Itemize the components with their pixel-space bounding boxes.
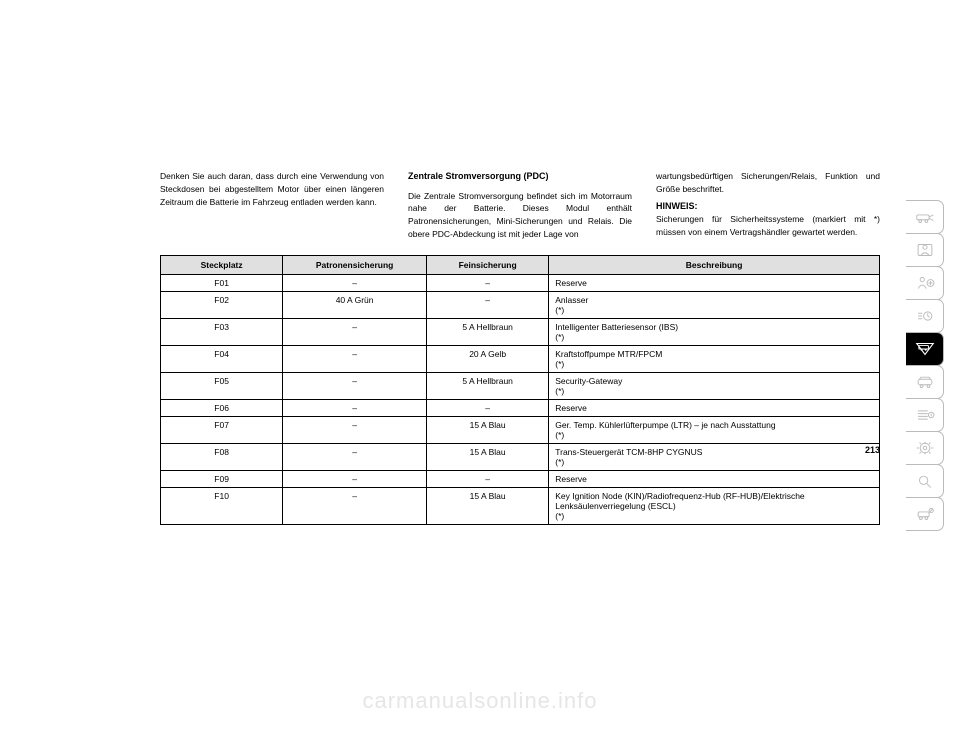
tab-1[interactable]	[906, 200, 944, 234]
table-cell: F04	[161, 345, 283, 372]
table-cell: F01	[161, 274, 283, 291]
left-paragraph: Denken Sie auch daran, dass durch eine V…	[160, 170, 384, 208]
table-cell: Security-Gateway(*)	[549, 372, 880, 399]
table-cell: –	[283, 274, 427, 291]
table-cell: Ger. Temp. Kühlerlüfterpumpe (LTR) – je …	[549, 416, 880, 443]
table-row: F08–15 A BlauTrans-Steuergerät TCM-8HP C…	[161, 443, 880, 470]
right-bottom-paragraph: Sicherungen für Sicherheitssysteme (mark…	[656, 213, 880, 239]
tab-6[interactable]	[906, 365, 944, 399]
hinweis-label: HINWEIS:	[656, 200, 880, 214]
table-cell: 15 A Blau	[427, 443, 549, 470]
table-cell: 20 A Gelb	[427, 345, 549, 372]
table-cell: –	[427, 291, 549, 318]
table-cell: Reserve	[549, 274, 880, 291]
table-cell: 40 A Grün	[283, 291, 427, 318]
table-cell: F06	[161, 399, 283, 416]
table-row: F07–15 A BlauGer. Temp. Kühlerlüfterpump…	[161, 416, 880, 443]
table-cell: –	[283, 487, 427, 524]
tab-7[interactable]	[906, 398, 944, 432]
table-cell: –	[427, 470, 549, 487]
page-number: 213	[865, 445, 880, 455]
table-cell: F10	[161, 487, 283, 524]
table-cell: F08	[161, 443, 283, 470]
table-cell: –	[283, 372, 427, 399]
header-steckplatz: Steckplatz	[161, 255, 283, 274]
tab-4[interactable]	[906, 299, 944, 333]
table-row: F10–15 A BlauKey Ignition Node (KIN)/Rad…	[161, 487, 880, 524]
table-header-row: Steckplatz Patronensicherung Feinsicheru…	[161, 255, 880, 274]
header-beschreibung: Beschreibung	[549, 255, 880, 274]
table-cell: Intelligenter Batteriesensor (IBS)(*)	[549, 318, 880, 345]
table-cell: –	[427, 399, 549, 416]
table-cell: Key Ignition Node (KIN)/Radiofrequenz-Hu…	[549, 487, 880, 524]
column-right: wartungsbedürftigen Sicherungen/Relais, …	[656, 170, 880, 241]
table-row: F04–20 A GelbKraftstoffpumpe MTR/FPCM(*)	[161, 345, 880, 372]
table-cell: –	[283, 470, 427, 487]
center-heading: Zentrale Stromversorgung (PDC)	[408, 170, 632, 184]
table-cell: F03	[161, 318, 283, 345]
table-cell: 5 A Hellbraun	[427, 318, 549, 345]
table-cell: 15 A Blau	[427, 416, 549, 443]
fuse-table: Steckplatz Patronensicherung Feinsicheru…	[160, 255, 880, 525]
table-row: F01––Reserve	[161, 274, 880, 291]
header-patronensicherung: Patronensicherung	[283, 255, 427, 274]
table-cell: F02	[161, 291, 283, 318]
table-row: F06––Reserve	[161, 399, 880, 416]
table-cell: –	[283, 345, 427, 372]
table-cell: Anlasser(*)	[549, 291, 880, 318]
table-cell: Reserve	[549, 399, 880, 416]
table-cell: –	[283, 416, 427, 443]
table-row: F0240 A Grün–Anlasser(*)	[161, 291, 880, 318]
table-row: F05–5 A HellbraunSecurity-Gateway(*)	[161, 372, 880, 399]
table-cell: 5 A Hellbraun	[427, 372, 549, 399]
column-center: Zentrale Stromversorgung (PDC) Die Zentr…	[408, 170, 632, 241]
table-row: F03–5 A HellbraunIntelligenter Batteries…	[161, 318, 880, 345]
tab-9[interactable]	[906, 464, 944, 498]
table-cell: –	[427, 274, 549, 291]
table-row: F09––Reserve	[161, 470, 880, 487]
center-paragraph: Die Zentrale Stromversorgung befindet si…	[408, 190, 632, 241]
table-cell: F07	[161, 416, 283, 443]
table-cell: –	[283, 399, 427, 416]
watermark: carmanualsonline.info	[0, 688, 960, 714]
tab-2[interactable]	[906, 233, 944, 267]
table-cell: –	[283, 443, 427, 470]
section-tabs	[906, 200, 944, 530]
tab-8[interactable]	[906, 431, 944, 465]
header-feinsicherung: Feinsicherung	[427, 255, 549, 274]
manual-page: Denken Sie auch daran, dass durch eine V…	[0, 0, 960, 565]
tab-5-active[interactable]	[906, 332, 944, 366]
table-cell: Trans-Steuergerät TCM-8HP CYGNUS(*)	[549, 443, 880, 470]
table-cell: Reserve	[549, 470, 880, 487]
table-cell: –	[283, 318, 427, 345]
table-cell: F09	[161, 470, 283, 487]
tab-3[interactable]	[906, 266, 944, 300]
tab-10[interactable]	[906, 497, 944, 531]
table-cell: F05	[161, 372, 283, 399]
text-columns: Denken Sie auch daran, dass durch eine V…	[160, 170, 880, 241]
fuse-table-body: F01––ReserveF0240 A Grün–Anlasser(*)F03–…	[161, 274, 880, 524]
column-left: Denken Sie auch daran, dass durch eine V…	[160, 170, 384, 241]
table-cell: Kraftstoffpumpe MTR/FPCM(*)	[549, 345, 880, 372]
table-cell: 15 A Blau	[427, 487, 549, 524]
right-top-paragraph: wartungsbedürftigen Sicherungen/Relais, …	[656, 170, 880, 196]
